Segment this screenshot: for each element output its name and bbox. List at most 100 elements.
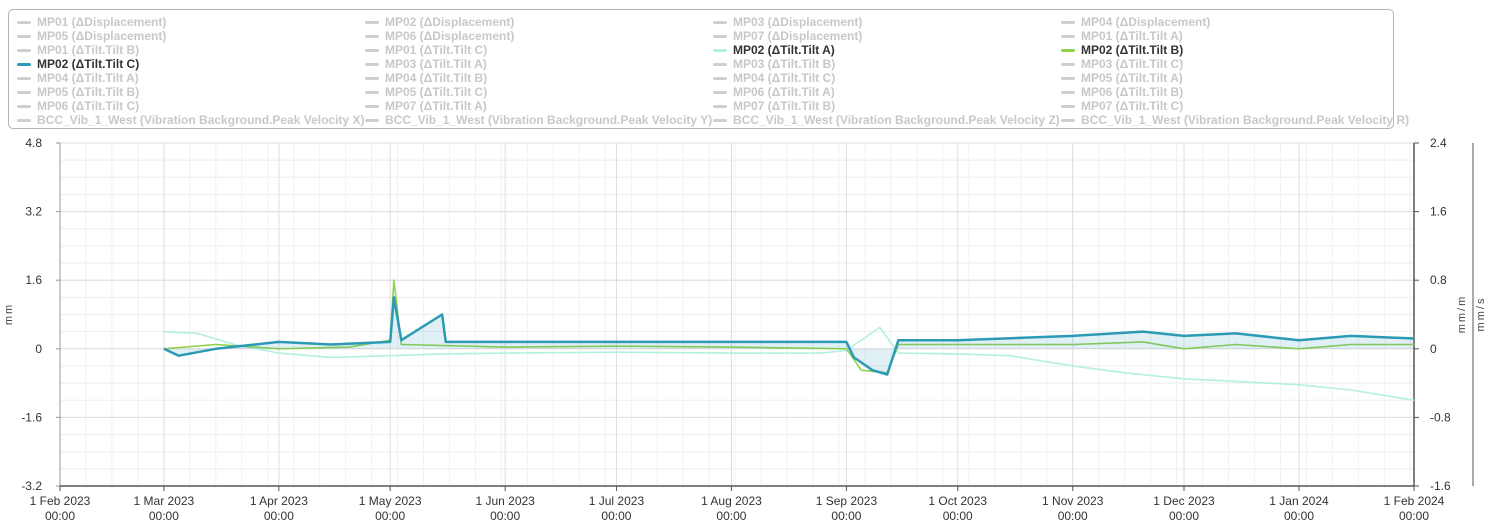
legend-item[interactable]: MP04 (ΔTilt.Tilt C) <box>713 71 835 85</box>
legend-label: MP02 (ΔTilt.Tilt A) <box>733 43 835 57</box>
legend-label: MP04 (ΔTilt.Tilt B) <box>385 71 488 85</box>
x-tick-time: 00:00 <box>1169 509 1199 523</box>
legend-label: BCC_Vib_1_West (Vibration Background.Pea… <box>37 113 365 127</box>
x-tick-time: 00:00 <box>490 509 520 523</box>
legend-swatch <box>1061 118 1075 122</box>
legend-item[interactable]: MP01 (ΔTilt.Tilt C) <box>365 43 487 57</box>
legend-label: BCC_Vib_1_West (Vibration Background.Pea… <box>733 113 1060 127</box>
series-layer <box>163 279 1415 402</box>
x-tick-time: 00:00 <box>149 509 179 523</box>
legend-label: MP06 (ΔTilt.Tilt C) <box>37 99 140 113</box>
series-band <box>163 297 1414 375</box>
legend-item[interactable]: MP06 (ΔTilt.Tilt C) <box>17 99 139 113</box>
y-tick-label: 1.6 <box>25 273 42 287</box>
y2-axis-title: mm/m <box>1456 295 1468 334</box>
legend-swatch <box>1061 104 1075 108</box>
legend-item[interactable]: MP07 (ΔDisplacement) <box>713 29 862 43</box>
legend-label: MP01 (ΔDisplacement) <box>37 15 167 29</box>
legend-label: MP05 (ΔTilt.Tilt A) <box>1081 71 1183 85</box>
legend-swatch <box>365 104 379 108</box>
legend-item[interactable]: MP07 (ΔTilt.Tilt B) <box>713 99 835 113</box>
legend-item[interactable]: BCC_Vib_1_West (Vibration Background.Pea… <box>17 113 364 127</box>
x-tick-label: 1 Jul 2023 <box>589 494 645 508</box>
x-tick-label: 1 Nov 2023 <box>1042 494 1104 508</box>
legend-swatch <box>17 34 31 38</box>
legend-item[interactable]: MP04 (ΔTilt.Tilt B) <box>365 71 487 85</box>
legend-swatch <box>1061 76 1075 80</box>
legend-swatch <box>713 48 727 52</box>
x-tick-time: 00:00 <box>1284 509 1314 523</box>
legend-item[interactable]: BCC_Vib_1_West (Vibration Background.Pea… <box>1061 113 1409 127</box>
legend-item[interactable]: MP02 (ΔTilt.Tilt B) <box>1061 43 1183 57</box>
legend-item[interactable]: MP05 (ΔDisplacement) <box>17 29 166 43</box>
legend-swatch <box>365 90 379 94</box>
legend-swatch <box>17 20 31 24</box>
x-tick-label: 1 Oct 2023 <box>928 494 987 508</box>
legend-swatch <box>17 104 31 108</box>
legend-label: MP05 (ΔTilt.Tilt C) <box>385 85 488 99</box>
legend-label: MP04 (ΔTilt.Tilt A) <box>37 71 139 85</box>
legend-label: MP02 (ΔTilt.Tilt B) <box>1081 43 1184 57</box>
y-tick-label: 4.8 <box>25 136 42 150</box>
legend-label: BCC_Vib_1_West (Vibration Background.Pea… <box>385 113 713 127</box>
legend-label: MP04 (ΔDisplacement) <box>1081 15 1211 29</box>
legend-swatch <box>713 90 727 94</box>
legend-swatch <box>1061 90 1075 94</box>
y2-tick-label: 0.8 <box>1430 273 1447 287</box>
legend-item[interactable]: MP02 (ΔTilt.Tilt C) <box>17 57 139 71</box>
legend-item[interactable]: MP01 (ΔTilt.Tilt B) <box>17 43 139 57</box>
legend-item[interactable]: MP03 (ΔTilt.Tilt A) <box>365 57 487 71</box>
legend-item[interactable]: MP02 (ΔTilt.Tilt A) <box>713 43 835 57</box>
legend-swatch <box>17 48 31 52</box>
legend-item[interactable]: MP01 (ΔTilt.Tilt A) <box>1061 29 1183 43</box>
legend-item[interactable]: MP02 (ΔDisplacement) <box>365 15 514 29</box>
x-tick-label: 1 Dec 2023 <box>1153 494 1215 508</box>
legend-label: MP04 (ΔTilt.Tilt C) <box>733 71 836 85</box>
legend-swatch <box>1061 48 1075 52</box>
legend-swatch <box>17 90 31 94</box>
legend-item[interactable]: MP06 (ΔTilt.Tilt B) <box>1061 85 1183 99</box>
series-line <box>163 279 1414 374</box>
y-tick-label: 3.2 <box>25 205 42 219</box>
legend-item[interactable]: MP03 (ΔDisplacement) <box>713 15 862 29</box>
series-line <box>163 326 1415 402</box>
legend-item[interactable]: MP06 (ΔDisplacement) <box>365 29 514 43</box>
legend-swatch <box>1061 34 1075 38</box>
legend-swatch <box>365 20 379 24</box>
legend-label: MP06 (ΔTilt.Tilt B) <box>1081 85 1184 99</box>
y-axis-title: mm <box>3 303 15 325</box>
legend-item[interactable]: MP03 (ΔTilt.Tilt B) <box>713 57 835 71</box>
legend-label: MP06 (ΔDisplacement) <box>385 29 515 43</box>
x-tick-time: 00:00 <box>264 509 294 523</box>
tick-labels: 4.83.21.60-1.6-3.22.41.60.80-0.8-1.61 Fe… <box>3 136 1487 523</box>
legend-item[interactable]: MP01 (ΔDisplacement) <box>17 15 166 29</box>
legend-item[interactable]: MP05 (ΔTilt.Tilt C) <box>365 85 487 99</box>
legend-item[interactable]: BCC_Vib_1_West (Vibration Background.Pea… <box>713 113 1060 127</box>
legend-label: MP03 (ΔTilt.Tilt B) <box>733 57 836 71</box>
x-tick-label: 1 Sep 2023 <box>816 494 878 508</box>
legend-item[interactable]: MP04 (ΔDisplacement) <box>1061 15 1210 29</box>
y3-axis-title: mm/s <box>1475 297 1487 332</box>
legend-item[interactable]: BCC_Vib_1_West (Vibration Background.Pea… <box>365 113 712 127</box>
legend-item[interactable]: MP03 (ΔTilt.Tilt C) <box>1061 57 1183 71</box>
legend-label: MP05 (ΔTilt.Tilt B) <box>37 85 140 99</box>
legend-swatch <box>365 34 379 38</box>
y-tick-label: -1.6 <box>21 410 42 424</box>
legend-item[interactable]: MP07 (ΔTilt.Tilt C) <box>1061 99 1183 113</box>
x-tick-time: 00:00 <box>375 509 405 523</box>
legend-label: MP03 (ΔTilt.Tilt A) <box>385 57 487 71</box>
legend-label: MP07 (ΔTilt.Tilt A) <box>385 99 487 113</box>
legend-item[interactable]: MP05 (ΔTilt.Tilt B) <box>17 85 139 99</box>
legend-label: MP03 (ΔTilt.Tilt C) <box>1081 57 1184 71</box>
legend-item[interactable]: MP05 (ΔTilt.Tilt A) <box>1061 71 1183 85</box>
legend-swatch <box>713 118 727 122</box>
legend-swatch <box>17 118 31 122</box>
legend-item[interactable]: MP07 (ΔTilt.Tilt A) <box>365 99 487 113</box>
legend-swatch <box>713 104 727 108</box>
x-tick-time: 00:00 <box>943 509 973 523</box>
legend-item[interactable]: MP06 (ΔTilt.Tilt A) <box>713 85 835 99</box>
legend-swatch <box>1061 62 1075 66</box>
legend-item[interactable]: MP04 (ΔTilt.Tilt A) <box>17 71 139 85</box>
legend-swatch <box>713 62 727 66</box>
